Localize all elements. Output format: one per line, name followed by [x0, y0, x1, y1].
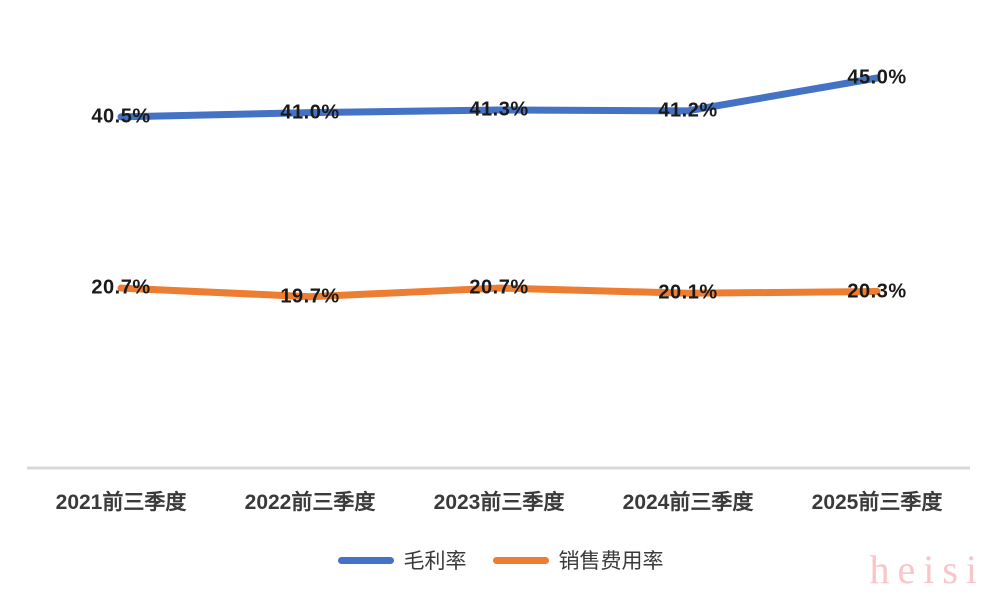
legend-swatch-icon — [492, 556, 549, 564]
legend-label: 毛利率 — [403, 550, 467, 573]
series-line-1 — [117, 74, 881, 121]
legend-item-2: 销售费用率 — [492, 545, 664, 575]
series-line-2 — [117, 284, 881, 301]
legend-label: 销售费用率 — [558, 550, 664, 573]
legend: 毛利率 销售费用率 — [0, 545, 1001, 575]
legend-item-1: 毛利率 — [337, 545, 467, 575]
watermark: heisi — [869, 547, 985, 592]
legend-swatch-icon — [337, 556, 394, 564]
